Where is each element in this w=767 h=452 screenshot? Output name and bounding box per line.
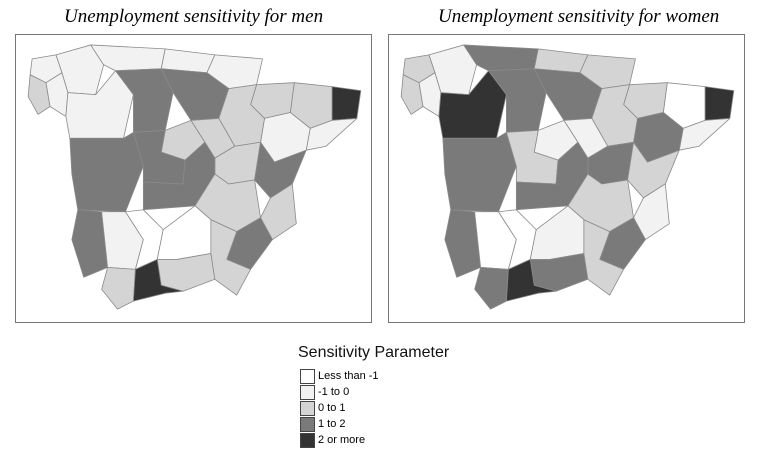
province-andalusia-jaen — [529, 205, 585, 260]
legend-swatch — [300, 417, 315, 432]
legend-swatch — [300, 401, 315, 416]
legend-label: 1 to 2 — [318, 418, 346, 430]
legend-swatch — [300, 385, 315, 400]
province-andalusia-malaga — [133, 259, 184, 302]
province-andalusia-jaen — [156, 205, 212, 260]
province-andalusia-huelva — [444, 209, 481, 278]
province-andalusia-almeria — [583, 219, 624, 296]
province-castile-west — [65, 70, 134, 139]
legend-label: 0 to 1 — [318, 402, 346, 414]
legend-title: Sensitivity Parameter — [298, 344, 450, 361]
province-andalusia-cadiz — [101, 266, 136, 310]
map-men — [27, 44, 362, 310]
province-catalonia-girona — [704, 86, 735, 121]
province-andalusia-granada — [529, 253, 589, 292]
legend-swatch — [300, 433, 315, 448]
province-castile-west — [438, 70, 507, 139]
province-catalonia-girona — [331, 86, 362, 121]
map-panel-women — [388, 34, 745, 323]
legend-label: 2 or more — [318, 434, 366, 446]
legend-label: Less than -1 — [318, 370, 379, 382]
province-extremadura — [69, 131, 144, 213]
province-extremadura — [442, 131, 517, 213]
province-andalusia-granada — [156, 253, 216, 292]
province-galicia-pontevedra — [400, 74, 424, 115]
map-title-men: Unemployment sensitivity for men — [64, 6, 324, 27]
map-title-women: Unemployment sensitivity for women — [438, 6, 720, 27]
map-panel-men — [15, 34, 372, 323]
province-galicia-pontevedra — [27, 74, 51, 115]
province-valencia-south — [633, 183, 670, 240]
province-andalusia-cadiz — [474, 266, 509, 310]
map-women — [400, 44, 735, 310]
province-andalusia-huelva — [71, 209, 108, 278]
legend-label: -1 to 0 — [318, 386, 350, 398]
province-andalusia-malaga — [506, 259, 557, 302]
province-ciudad-real — [515, 141, 589, 211]
province-ciudad-real — [142, 141, 216, 211]
province-andalusia-almeria — [210, 219, 251, 296]
legend-swatch — [300, 369, 315, 384]
province-valencia-south — [260, 183, 297, 240]
